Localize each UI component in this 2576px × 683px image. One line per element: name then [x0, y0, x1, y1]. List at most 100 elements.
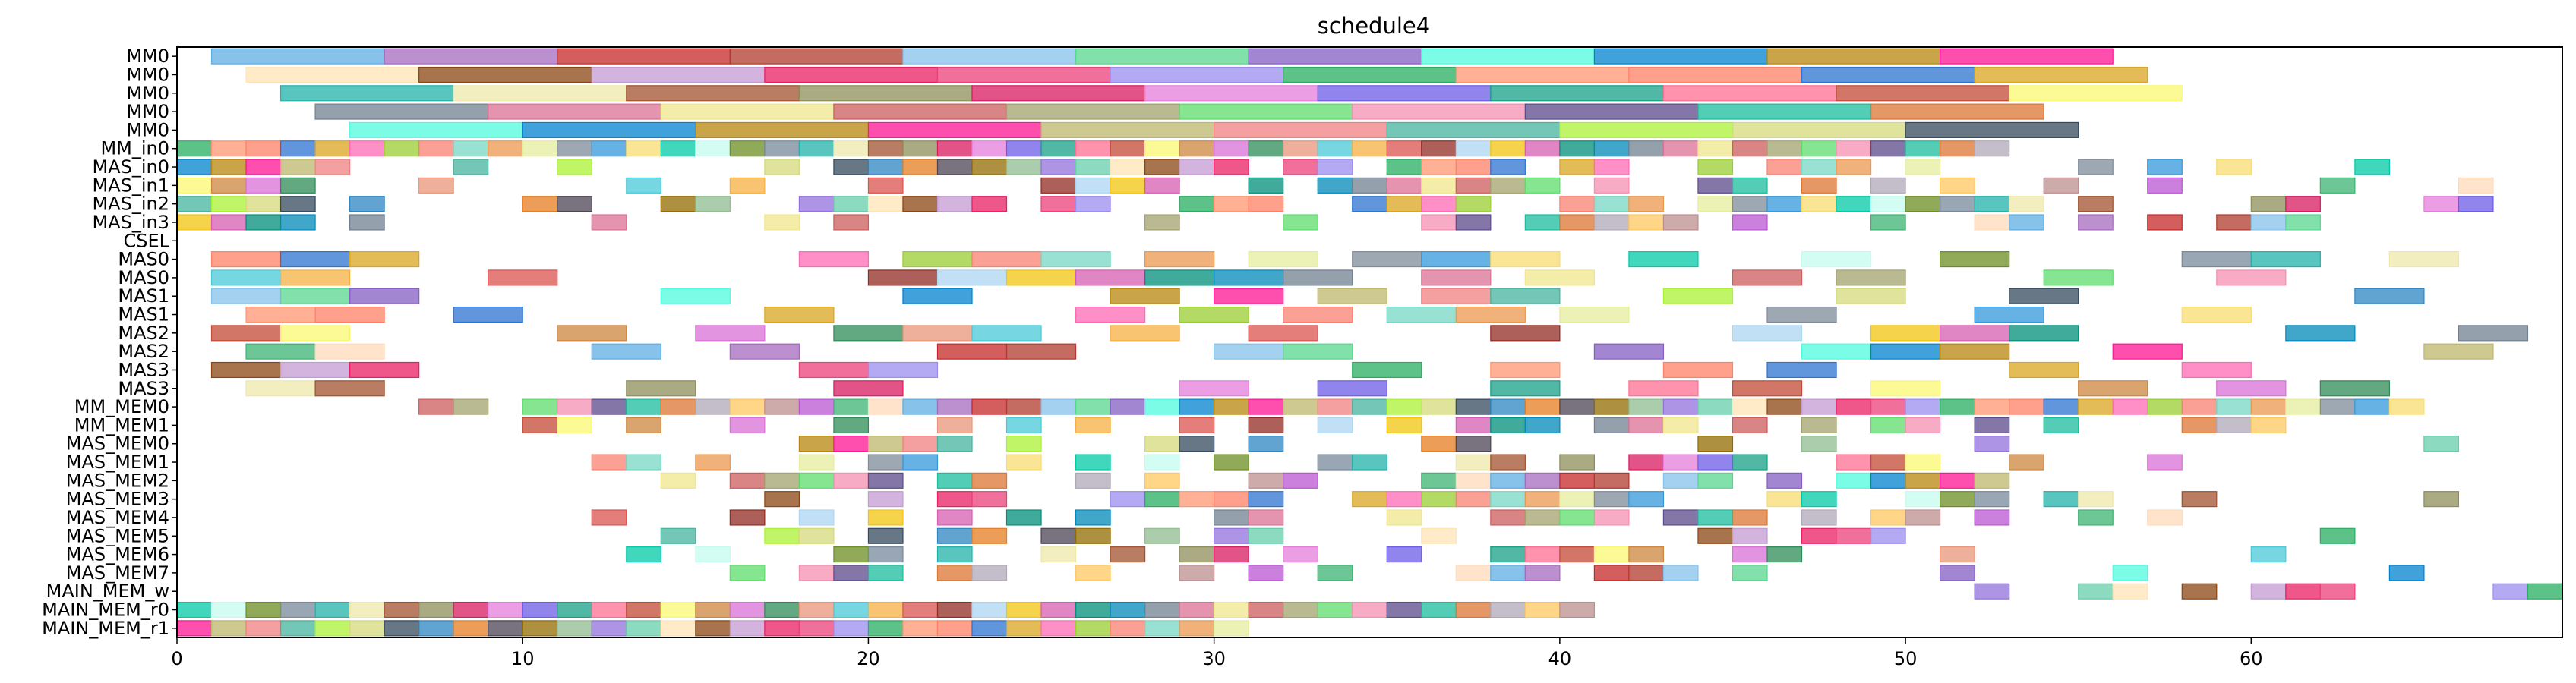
gantt-bar — [867, 472, 904, 489]
y-axis: MM0MM0MM0MM0MM0MM_in0MAS_in0MAS_in1MAS_i… — [42, 46, 177, 639]
gantt-bar — [2216, 159, 2252, 175]
gantt-bar — [660, 288, 731, 304]
gantt-bar — [1490, 472, 1526, 489]
gantt-bar — [1662, 398, 1699, 415]
gantt-bar — [1801, 491, 1837, 508]
gantt-bar — [176, 140, 213, 157]
gantt-bar — [1317, 398, 1353, 415]
gantt-bar — [1110, 601, 1146, 618]
gantt-bar — [1940, 546, 1975, 563]
gantt-bar — [418, 177, 454, 194]
gantt-bar — [2009, 196, 2044, 212]
gantt-bar — [1524, 214, 1561, 231]
gantt-bar — [1524, 491, 1561, 508]
gantt-bar — [314, 343, 385, 360]
gantt-bar — [1490, 417, 1526, 433]
gantt-bar — [279, 361, 351, 379]
gantt-bar — [936, 620, 973, 637]
gantt-bar — [1905, 509, 1941, 526]
gantt-bar — [626, 85, 800, 102]
gantt-bar — [1870, 454, 1906, 471]
gantt-bar — [1559, 601, 1595, 618]
gantt-bar — [1732, 546, 1768, 563]
gantt-bar — [1352, 251, 1422, 268]
gantt-bar — [279, 601, 316, 618]
gantt-bar — [1248, 509, 1284, 526]
gantt-bar — [176, 620, 213, 637]
gantt-bar — [1490, 398, 1526, 415]
gantt-bar — [1870, 398, 1906, 415]
gantt-bar — [695, 325, 766, 342]
gantt-bar — [729, 620, 766, 637]
gantt-bar — [1697, 472, 1734, 489]
gantt-bar — [1352, 103, 1526, 120]
gantt-bar — [1801, 417, 1837, 433]
gantt-bar — [210, 269, 282, 286]
gantt-bar — [833, 214, 870, 231]
gantt-bar — [2285, 398, 2321, 415]
gantt-bar — [1974, 436, 2010, 452]
gantt-bar — [1386, 159, 1422, 175]
gantt-bar — [1870, 472, 1906, 489]
gantt-bar — [1974, 509, 2010, 526]
gantt-bar — [867, 177, 904, 194]
gantt-bar — [1490, 177, 1526, 194]
gantt-bar — [1870, 214, 1906, 231]
gantt-bar — [1524, 509, 1561, 526]
gantt-bar — [660, 398, 696, 415]
gantt-bar — [1352, 140, 1387, 157]
gantt-bar — [2458, 177, 2494, 194]
gantt-bar — [1732, 196, 1768, 212]
gantt-bar — [1974, 417, 2010, 433]
gantt-bar — [1697, 103, 1872, 120]
gantt-bar — [279, 269, 351, 286]
gantt-bar — [314, 601, 351, 618]
gantt-bar — [660, 620, 696, 637]
bars-layer — [176, 48, 2563, 637]
gantt-bar — [2354, 398, 2390, 415]
gantt-bar — [1593, 472, 1630, 489]
gantt-bar — [1628, 565, 1665, 581]
gantt-bar — [384, 620, 420, 637]
gantt-bar — [245, 306, 316, 323]
gantt-bar — [1870, 509, 1906, 526]
gantt-bar — [1386, 306, 1457, 323]
gantt-bar — [2078, 491, 2114, 508]
gantt-bar — [591, 343, 661, 360]
gantt-bar — [1075, 140, 1111, 157]
gantt-bar — [1455, 159, 1492, 175]
gantt-bar — [833, 565, 870, 581]
gantt-bar — [1905, 417, 1941, 433]
gantt-bar — [729, 472, 766, 489]
gantt-bar — [626, 454, 661, 471]
gantt-bar — [936, 436, 973, 452]
gantt-bar — [867, 361, 939, 379]
gantt-bar — [1317, 565, 1353, 581]
gantt-bar — [1628, 140, 1665, 157]
gantt-bar — [798, 472, 835, 489]
gantt-bar — [1386, 177, 1422, 194]
gantt-bar — [1559, 546, 1595, 563]
y-tick-label: MAS1 — [118, 285, 169, 307]
gantt-bar — [1801, 436, 1837, 452]
y-tick-label: MAS_MEM0 — [66, 433, 169, 455]
gantt-bar — [833, 380, 904, 397]
gantt-bar — [1179, 417, 1215, 433]
gantt-bar — [245, 196, 282, 212]
gantt-bar — [1801, 343, 1872, 360]
gantt-bar — [2388, 398, 2425, 415]
gantt-bar — [1524, 472, 1561, 489]
gantt-bar — [1352, 361, 1422, 379]
gantt-bar — [1075, 306, 1146, 323]
gantt-bar — [1283, 546, 1318, 563]
y-tick-label: MAS_in2 — [92, 194, 169, 215]
gantt-bar — [764, 306, 835, 323]
gantt-bar — [488, 269, 558, 286]
gantt-bar — [867, 565, 904, 581]
gantt-bar — [1040, 177, 1077, 194]
gantt-bar — [867, 121, 1042, 138]
gantt-bar — [1836, 269, 1906, 286]
gantt-bar — [936, 565, 973, 581]
gantt-bar — [936, 269, 1008, 286]
gantt-bar — [488, 601, 523, 618]
